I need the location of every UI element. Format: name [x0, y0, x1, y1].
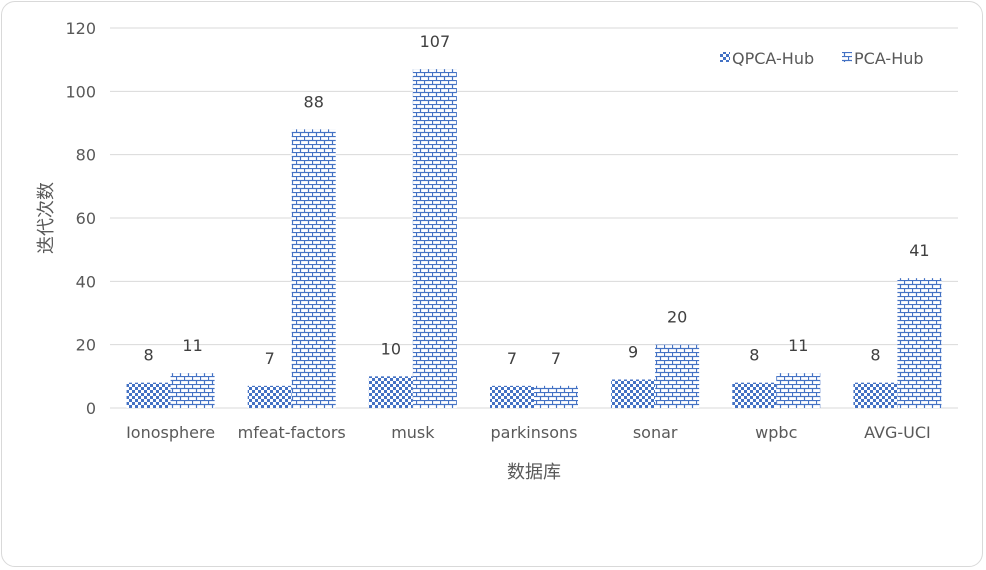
bar-pca-hub — [655, 344, 700, 408]
y-tick-label: 100 — [65, 82, 96, 101]
bar-pca-hub — [897, 278, 942, 408]
axes: 0 20 40 60 80 100 120 Ionosphere mfeat-factors mu… — [65, 19, 958, 442]
bar-qpca-hub — [611, 379, 656, 408]
bar-qpca-hub — [490, 385, 534, 408]
bar-qpca-hub — [732, 382, 777, 408]
y-tick-label: 60 — [76, 209, 96, 228]
x-tick-label: AVG-UCI — [864, 423, 931, 442]
bar-pca-hub — [170, 373, 215, 408]
legend-swatch — [842, 52, 852, 62]
y-tick-label: 0 — [86, 399, 96, 418]
x-tick-label: parkinsons — [491, 423, 578, 442]
y-tick-label: 40 — [76, 272, 96, 291]
legend-label: QPCA-Hub — [732, 49, 814, 68]
y-tick-label: 80 — [76, 146, 96, 165]
data-label: 7 — [507, 349, 517, 368]
bar-qpca-hub — [368, 376, 413, 408]
legend-label: PCA-Hub — [854, 49, 924, 68]
data-label: 11 — [182, 336, 202, 355]
bar-pca-hub — [291, 129, 336, 409]
data-label: 7 — [265, 349, 275, 368]
bar-pca-hub — [534, 385, 578, 408]
bar-pca-hub — [412, 69, 457, 409]
gridlines — [110, 27, 958, 346]
bar-pca-hub — [776, 373, 821, 408]
x-tick-label: mfeat-factors — [238, 423, 346, 442]
data-label: 8 — [143, 346, 153, 365]
data-label: 8 — [749, 346, 759, 365]
data-label: 41 — [909, 241, 929, 260]
legend-swatch — [720, 52, 730, 62]
y-tick-label: 120 — [65, 19, 96, 38]
y-axis-title: 迭代次数 — [36, 182, 57, 254]
bars — [126, 69, 942, 409]
data-label: 11 — [788, 336, 808, 355]
x-tick-label: wpbc — [755, 423, 797, 442]
data-labels: 8 11 7 88 10 107 7 7 9 20 8 11 8 41 — [143, 32, 929, 368]
x-tick-label: musk — [391, 423, 435, 442]
data-label: 9 — [628, 343, 638, 362]
bar-qpca-hub — [853, 382, 898, 408]
data-label: 7 — [551, 349, 561, 368]
data-label: 107 — [420, 32, 451, 51]
data-label: 8 — [870, 346, 880, 365]
x-axis-title: 数据库 — [507, 462, 561, 483]
x-tick-label: sonar — [633, 423, 678, 442]
data-label: 20 — [667, 308, 687, 327]
data-label: 88 — [304, 92, 324, 111]
x-tick-label: Ionosphere — [126, 423, 215, 442]
legend: QPCA-Hub PCA-Hub — [720, 49, 924, 68]
y-tick-label: 20 — [76, 336, 96, 355]
bar-qpca-hub — [126, 382, 171, 408]
bar-qpca-hub — [247, 385, 292, 408]
data-label: 10 — [381, 339, 401, 358]
